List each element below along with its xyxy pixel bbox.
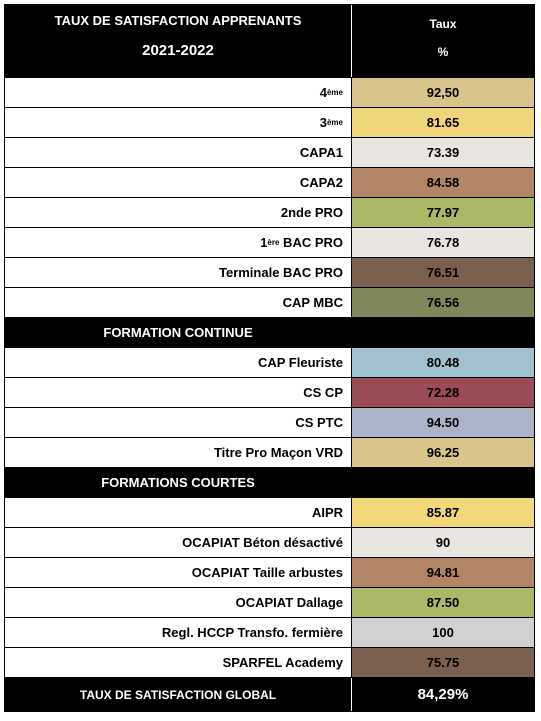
label-superscript: ème (326, 88, 343, 97)
row-label: CS CP (5, 378, 352, 407)
row-value: 94.81 (352, 558, 534, 587)
row-label: SPARFEL Academy (5, 648, 352, 677)
label-superscript: ère (267, 238, 280, 247)
label-text: OCAPIAT Taille arbustes (191, 565, 343, 580)
label-text: 2nde PRO (280, 205, 343, 220)
label-text: Regl. HCCP Transfo. fermière (161, 625, 343, 640)
table-row: 4 ème 92,50 (5, 78, 534, 108)
table-row: OCAPIAT Béton désactivé 90 (5, 528, 534, 558)
label-text: 1 (260, 235, 268, 250)
satisfaction-table: TAUX DE SATISFACTION APPRENANTS 2021-202… (4, 4, 535, 712)
table-row: 1 ère BAC PRO 76.78 (5, 228, 534, 258)
table-row: OCAPIAT Taille arbustes 94.81 (5, 558, 534, 588)
header-left: TAUX DE SATISFACTION APPRENANTS 2021-202… (5, 5, 352, 77)
row-value: 85.87 (352, 498, 534, 527)
footer-value: 84,29% (417, 686, 469, 703)
row-value: 80.48 (352, 348, 534, 377)
row-value: 77.97 (352, 198, 534, 227)
label-text: CS PTC (295, 415, 343, 430)
row-label: AIPR (5, 498, 352, 527)
table-row: CS PTC 94.50 (5, 408, 534, 438)
table-row: Regl. HCCP Transfo. fermière 100 (5, 618, 534, 648)
row-value: 92,50 (352, 78, 534, 107)
row-label: OCAPIAT Taille arbustes (5, 558, 352, 587)
row-value: 81.65 (352, 108, 534, 137)
label-text: Titre Pro Maçon VRD (213, 445, 343, 460)
label-text: 4 (319, 85, 327, 100)
label-text: OCAPIAT Béton désactivé (182, 535, 343, 550)
row-label: CAP MBC (5, 288, 352, 317)
row-label: 3 ème (5, 108, 352, 137)
label-text: CAP Fleuriste (257, 355, 343, 370)
row-label: OCAPIAT Dallage (5, 588, 352, 617)
row-value: 73.39 (352, 138, 534, 167)
label-text: OCAPIAT Dallage (235, 595, 343, 610)
row-value: 75.75 (352, 648, 534, 677)
row-label: OCAPIAT Béton désactivé (5, 528, 352, 557)
label-text: CS CP (303, 385, 343, 400)
table-row: CAP Fleuriste 80.48 (5, 348, 534, 378)
table-row: CAP MBC 76.56 (5, 288, 534, 318)
row-value: 72.28 (352, 378, 534, 407)
row-label: Titre Pro Maçon VRD (5, 438, 352, 467)
header-title: TAUX DE SATISFACTION APPRENANTS (54, 13, 302, 28)
section-row: FORMATION CONTINUE (5, 318, 534, 348)
section-title: FORMATIONS COURTES (5, 468, 352, 497)
row-value: 87.50 (352, 588, 534, 617)
row-label: Regl. HCCP Transfo. fermière (5, 618, 352, 647)
table-row: CS CP 72.28 (5, 378, 534, 408)
row-label: 2nde PRO (5, 198, 352, 227)
table-row: 3 ème 81.65 (5, 108, 534, 138)
row-value: 76.78 (352, 228, 534, 257)
row-value: 84.58 (352, 168, 534, 197)
row-value: 76.56 (352, 288, 534, 317)
label-text: CAPA2 (299, 175, 343, 190)
column-unit: % (437, 45, 449, 59)
label-text: CAPA1 (299, 145, 343, 160)
label-text: SPARFEL Academy (222, 655, 343, 670)
label-superscript: ème (326, 118, 343, 127)
table-row: Terminale BAC PRO 76.51 (5, 258, 534, 288)
header-right: Taux % (352, 5, 534, 77)
row-value: 100 (352, 618, 534, 647)
row-label: Terminale BAC PRO (5, 258, 352, 287)
section-empty (352, 318, 534, 347)
label-text: 3 (319, 115, 327, 130)
label-text: AIPR (311, 505, 343, 520)
row-label: CS PTC (5, 408, 352, 437)
row-label: CAPA1 (5, 138, 352, 167)
table-header: TAUX DE SATISFACTION APPRENANTS 2021-202… (5, 5, 534, 78)
section-empty (352, 468, 534, 497)
row-label: CAPA2 (5, 168, 352, 197)
table-row: 2nde PRO 77.97 (5, 198, 534, 228)
row-label: CAP Fleuriste (5, 348, 352, 377)
section-row: FORMATIONS COURTES (5, 468, 534, 498)
label-text: CAP MBC (282, 295, 343, 310)
label-text: BAC PRO (279, 235, 343, 250)
row-value: 96.25 (352, 438, 534, 467)
row-value: 76.51 (352, 258, 534, 287)
row-label: 1 ère BAC PRO (5, 228, 352, 257)
table-footer: TAUX DE SATISFACTION GLOBAL 84,29% (5, 678, 534, 711)
label-text: Terminale BAC PRO (218, 265, 343, 280)
row-value: 94.50 (352, 408, 534, 437)
footer-label: TAUX DE SATISFACTION GLOBAL (5, 678, 352, 711)
table-row: CAPA1 73.39 (5, 138, 534, 168)
table-row: SPARFEL Academy 75.75 (5, 648, 534, 678)
section-title: FORMATION CONTINUE (5, 318, 352, 347)
column-label: Taux (429, 17, 457, 31)
row-value: 90 (352, 528, 534, 557)
table-row: CAPA2 84.58 (5, 168, 534, 198)
table-row: AIPR 85.87 (5, 498, 534, 528)
header-year: 2021-2022 (142, 42, 214, 59)
table-row: Titre Pro Maçon VRD 96.25 (5, 438, 534, 468)
row-label: 4 ème (5, 78, 352, 107)
table-body: 4 ème 92,50 3 ème 81.65 CAPA1 73.39 CAPA2 84.58 2n… (5, 78, 534, 678)
table-row: OCAPIAT Dallage 87.50 (5, 588, 534, 618)
